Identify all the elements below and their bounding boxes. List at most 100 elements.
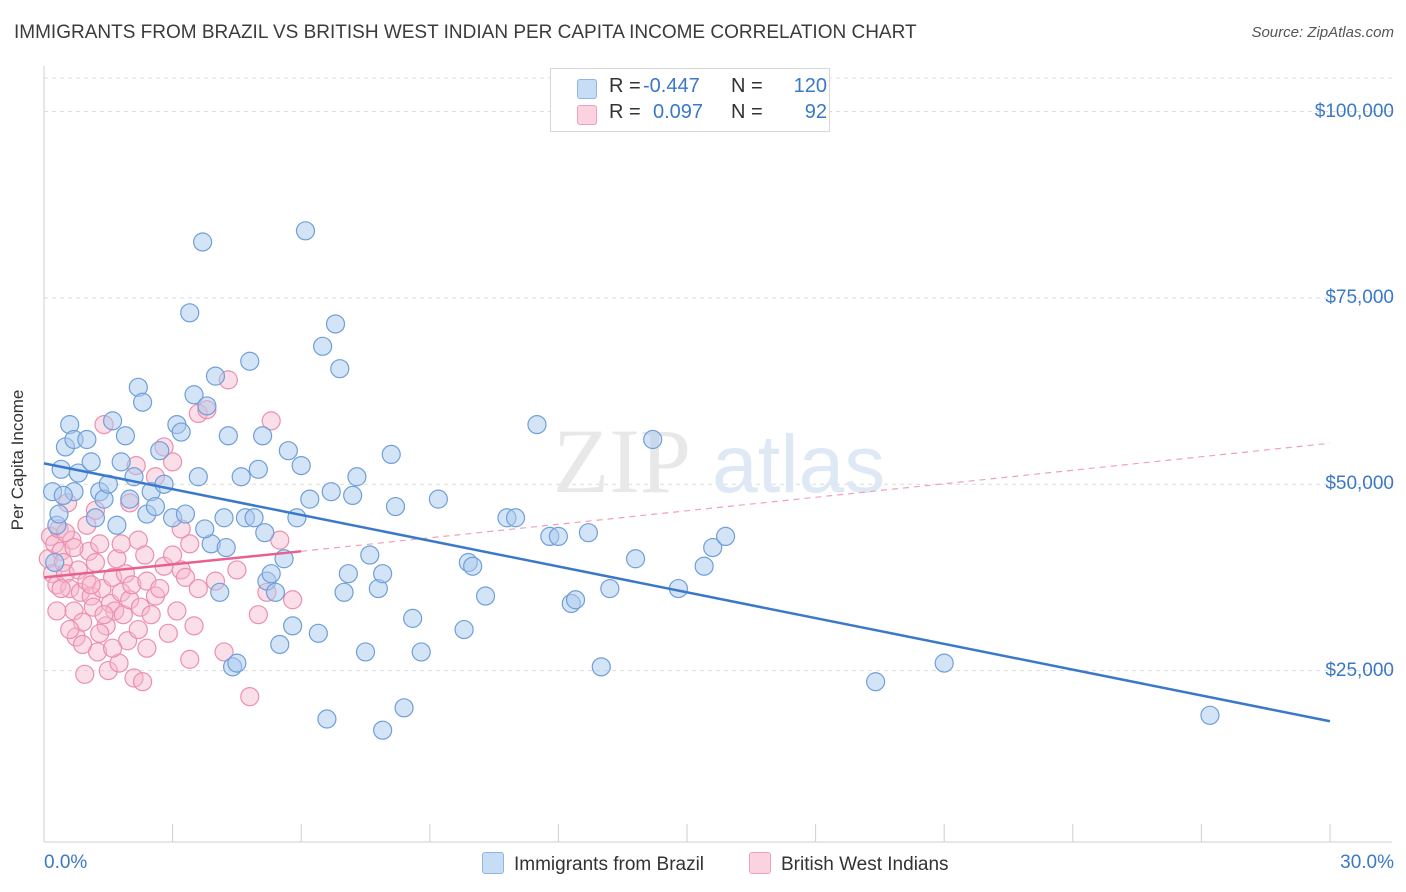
legend-swatch-blue xyxy=(577,79,597,99)
point-immigrants-from-brazil xyxy=(195,519,215,539)
point-immigrants-from-brazil xyxy=(355,642,376,662)
point-immigrants-from-brazil xyxy=(132,392,153,412)
point-immigrants-from-brazil xyxy=(102,411,123,431)
bottom-legend-label-bwi: British West Indians xyxy=(781,854,949,875)
point-british-west-indians xyxy=(111,534,131,554)
point-british-west-indians xyxy=(90,623,110,643)
point-british-west-indians xyxy=(64,537,84,558)
point-british-west-indians xyxy=(81,575,101,595)
point-immigrants-from-brazil xyxy=(216,537,236,558)
point-immigrants-from-brazil xyxy=(231,467,251,487)
point-immigrants-from-brazil xyxy=(411,642,431,662)
point-immigrants-from-brazil xyxy=(373,564,393,584)
legend-r-label: R = xyxy=(609,75,641,97)
point-immigrants-from-brazil xyxy=(591,657,611,677)
watermark-atlas: atlas xyxy=(712,419,885,510)
point-british-west-indians xyxy=(132,672,153,692)
watermark-zip: ZIP xyxy=(553,410,691,512)
point-british-west-indians xyxy=(167,601,187,621)
trend-lines xyxy=(43,442,1331,723)
point-british-west-indians xyxy=(75,664,95,684)
point-immigrants-from-brazil xyxy=(360,545,380,565)
point-immigrants-from-brazil xyxy=(527,414,547,435)
point-immigrants-from-brazil xyxy=(253,426,273,446)
point-immigrants-from-brazil xyxy=(295,221,316,241)
point-immigrants-from-brazil xyxy=(321,482,341,502)
point-immigrants-from-brazil xyxy=(343,485,363,506)
x-tick-label-start: 0.0% xyxy=(44,852,88,873)
point-british-west-indians xyxy=(175,567,196,587)
point-british-west-indians xyxy=(90,534,110,554)
point-immigrants-from-brazil xyxy=(265,582,286,602)
point-immigrants-from-brazil xyxy=(214,508,234,528)
trend-line-bwi-extended xyxy=(301,442,1331,552)
series-immigrants-from-brazil xyxy=(42,221,1220,740)
point-immigrants-from-brazil xyxy=(240,351,260,371)
point-immigrants-from-brazil xyxy=(193,232,213,252)
point-british-west-indians xyxy=(120,590,140,610)
point-british-west-indians xyxy=(188,578,208,599)
legend-r-value: 0.097 xyxy=(653,101,704,123)
point-immigrants-from-brazil xyxy=(1200,705,1220,725)
bottom-legend-brazil: Immigrants from Brazil xyxy=(482,852,704,876)
point-immigrants-from-brazil xyxy=(45,552,65,573)
point-british-west-indians xyxy=(227,560,247,580)
point-immigrants-from-brazil xyxy=(308,623,328,643)
point-immigrants-from-brazil xyxy=(85,508,106,528)
point-british-west-indians xyxy=(135,545,155,565)
point-immigrants-from-brazil xyxy=(188,467,208,487)
watermark: ZIP atlas xyxy=(553,410,885,512)
point-british-west-indians xyxy=(70,582,91,602)
y-axis-label: Per Capita Income xyxy=(8,389,27,531)
x-tick-label-end: 30.0% xyxy=(1340,852,1394,873)
source-label: Source: ZipAtlas.com xyxy=(1251,24,1394,41)
legend-swatch-pink xyxy=(577,105,597,125)
point-immigrants-from-brazil xyxy=(394,698,414,718)
point-british-west-indians xyxy=(94,605,114,625)
point-british-west-indians xyxy=(158,623,178,643)
point-immigrants-from-brazil xyxy=(381,444,401,465)
point-immigrants-from-brazil xyxy=(210,582,230,602)
point-immigrants-from-brazil xyxy=(330,359,350,379)
point-immigrants-from-brazil xyxy=(255,523,275,543)
point-immigrants-from-brazil xyxy=(283,616,303,636)
point-immigrants-from-brazil xyxy=(77,429,97,450)
point-immigrants-from-brazil xyxy=(325,314,346,334)
point-immigrants-from-brazil xyxy=(244,508,264,528)
point-immigrants-from-brazil xyxy=(428,489,448,509)
point-immigrants-from-brazil xyxy=(866,672,886,692)
point-british-west-indians xyxy=(163,452,183,472)
trend-line-bwi xyxy=(43,550,302,579)
point-immigrants-from-brazil xyxy=(248,459,268,479)
point-immigrants-from-brazil xyxy=(338,564,358,584)
point-british-west-indians xyxy=(51,578,71,599)
legend-r-value: -0.447 xyxy=(643,75,700,97)
point-british-west-indians xyxy=(85,552,106,573)
point-british-west-indians xyxy=(240,687,260,707)
point-immigrants-from-brazil xyxy=(934,653,954,673)
point-british-west-indians xyxy=(214,642,234,662)
point-british-west-indians xyxy=(122,575,142,595)
legend-r-label: R = xyxy=(609,101,641,123)
point-immigrants-from-brazil xyxy=(150,441,170,461)
trend-line-brazil xyxy=(43,462,1331,723)
point-immigrants-from-brazil xyxy=(175,504,196,524)
point-immigrants-from-brazil xyxy=(475,586,496,606)
point-immigrants-from-brazil xyxy=(317,709,337,729)
point-immigrants-from-brazil xyxy=(385,496,406,517)
point-immigrants-from-brazil xyxy=(505,508,526,528)
point-immigrants-from-brazil xyxy=(694,556,714,576)
point-immigrants-from-brazil xyxy=(643,429,663,450)
point-immigrants-from-brazil xyxy=(300,489,320,509)
point-british-west-indians xyxy=(79,541,99,561)
point-immigrants-from-brazil xyxy=(111,452,131,472)
bottom-legend-swatch-blue xyxy=(482,852,504,874)
point-immigrants-from-brazil xyxy=(53,485,73,506)
point-immigrants-from-brazil xyxy=(373,720,393,740)
point-immigrants-from-brazil xyxy=(261,564,281,584)
point-immigrants-from-brazil xyxy=(291,455,311,476)
point-immigrants-from-brazil xyxy=(171,422,191,442)
y-tick-label: $50,000 xyxy=(1325,473,1394,495)
point-immigrants-from-brazil xyxy=(270,634,290,655)
